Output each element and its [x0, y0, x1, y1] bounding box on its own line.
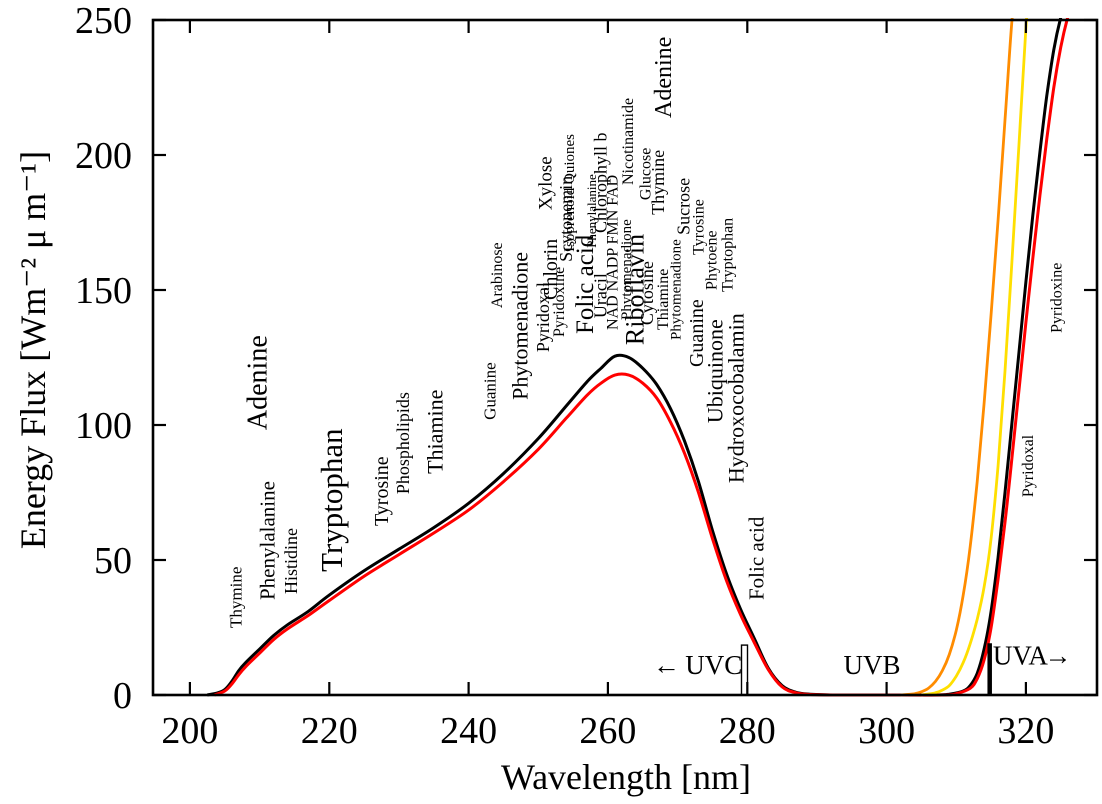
molecule-label: Ubiquinone [703, 319, 728, 423]
uva-right-arrow-icon: → [1045, 641, 1072, 671]
molecule-label: Hydroxocobalamin [723, 313, 748, 483]
molecule-label: Uracil [590, 273, 610, 318]
molecule-label: Thymine [648, 150, 668, 215]
molecule-label: Folic acid [572, 234, 599, 334]
yellow-flux-curve [921, 18, 1028, 697]
molecule-label: Phytomenadione [669, 239, 685, 340]
molecule-label: NAD NADP FMN FAD [605, 175, 622, 330]
molecule-label: Pyridoxal [533, 282, 553, 352]
x-tick-label: 320 [997, 710, 1054, 752]
x-axis-label: Wavelength [nm] [501, 757, 751, 797]
y-tick-label: 100 [75, 405, 132, 447]
molecule-label: Thiamine [655, 269, 672, 330]
y-tick-label: 50 [94, 540, 132, 582]
uvc-left-arrow-icon: ← [653, 650, 680, 680]
molecule-label: Chlorin [540, 239, 562, 300]
molecule-label: Nicotinamide [620, 98, 637, 185]
axis-tick-labels: 200 220 240 260 280 300 320 0 50 100 150 200 250 [75, 0, 1054, 752]
molecule-label: Guanine [480, 362, 499, 420]
black-flux-curve [206, 18, 1063, 697]
molecule-label: Scytonemin [556, 176, 576, 262]
molecule-label: Pyridoxal [1020, 434, 1037, 497]
molecule-label: Adenine [243, 335, 274, 430]
molecule-label: Chlorophyll b [590, 132, 610, 233]
molecule-label: Phospholipids [393, 392, 413, 494]
molecule-label: Isoprenoid Quiones [562, 134, 578, 252]
molecule-label: Phenylalanine [584, 174, 599, 248]
x-tick-label: 200 [161, 710, 218, 752]
y-tick-label: 250 [75, 0, 132, 42]
molecule-labels: Thymine Phenylalanine HistidineAdenineTryp… [227, 37, 1066, 628]
x-tick-label: 260 [579, 710, 636, 752]
x-tick-label: 240 [440, 710, 497, 752]
molecule-label: Phytomenadione [507, 252, 532, 400]
molecule-label: Tryptophan [314, 428, 349, 572]
uv-band-annotations: ← UVC UVB UVA → [653, 641, 1072, 696]
y-tick-label: 200 [75, 135, 132, 177]
x-tick-label: 300 [858, 710, 915, 752]
x-tick-label: 220 [301, 710, 358, 752]
axis-ticks [153, 18, 1097, 697]
orange-flux-curve [900, 18, 1014, 697]
y-tick-label: 0 [113, 675, 132, 717]
molecule-label: Phytomenadione [619, 219, 635, 320]
molecule-label: Thiamine [423, 390, 448, 474]
uva-band-label: UVA [993, 641, 1049, 671]
molecule-label: Tryptophan [720, 218, 737, 292]
molecule-label: Adenine [651, 37, 677, 118]
molecule-label: Sucrose [673, 178, 693, 235]
molecule-label: Cytosine [637, 261, 657, 325]
red-flux-curve [213, 18, 1070, 697]
molecule-label: Xylose [536, 156, 557, 210]
molecule-label: Glucose [637, 148, 654, 200]
molecule-label: Histidine [281, 528, 301, 594]
y-tick-label: 150 [75, 270, 132, 312]
molecule-label: Thymine [227, 567, 246, 628]
molecule-label: Pyridoxine [551, 267, 568, 337]
molecule-label: Arabinose [489, 242, 506, 308]
molecule-label: Phytoene [704, 230, 721, 290]
molecule-label: Guanine [686, 299, 708, 367]
molecule-label: Folic acid [744, 516, 768, 600]
flux-curves [206, 18, 1070, 697]
x-tick-label: 280 [719, 710, 776, 752]
molecule-label: Riboflavin [621, 234, 650, 345]
y-axis-label: Energy Flux [Wm⁻² μ m⁻¹] [13, 151, 53, 549]
uvc-band-label: UVC [685, 650, 742, 680]
molecule-label: Tyrosine [371, 456, 393, 526]
molecule-label: Pyridoxine [1048, 263, 1065, 333]
uvb-band-label: UVB [843, 650, 900, 680]
plot-border [151, 18, 1099, 697]
molecule-label: Tyrosine [690, 199, 707, 255]
molecule-label: Phenylalanine [255, 481, 279, 600]
